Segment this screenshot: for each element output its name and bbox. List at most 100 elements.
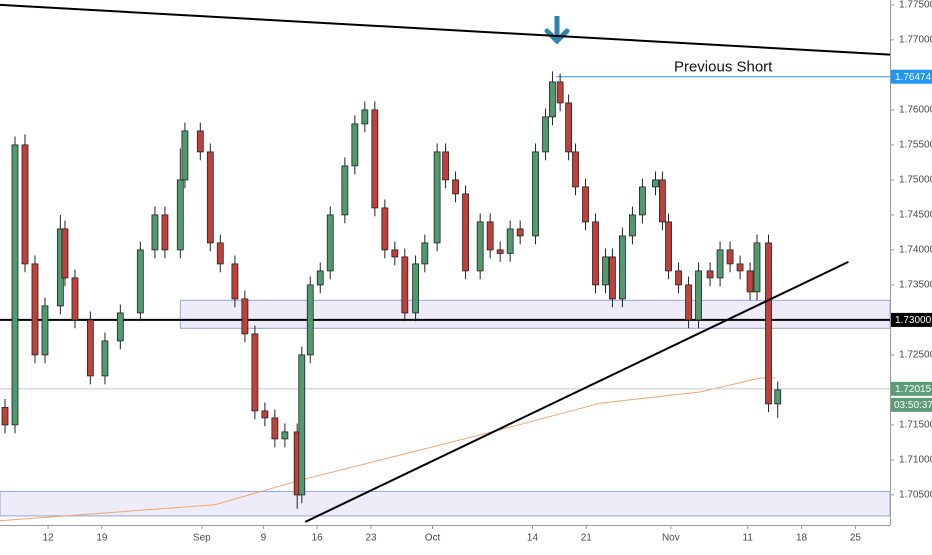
candle-body [412, 263, 419, 314]
candle [542, 108, 549, 161]
candle-body [462, 193, 469, 272]
x-tick-label: 14 [527, 533, 539, 544]
candle [736, 255, 744, 280]
candle-body [11, 144, 19, 426]
candle [746, 262, 754, 301]
candle-body [582, 186, 589, 223]
candle-body [592, 221, 599, 286]
candle-body [452, 179, 459, 195]
candle [151, 206, 159, 259]
candle-body [726, 249, 734, 265]
candle-body [442, 151, 449, 181]
candle-body [326, 214, 334, 272]
x-tick-label: Oct [425, 533, 441, 544]
y-tick-label: 1.75000 [899, 175, 932, 186]
arrow-icon [544, 16, 570, 45]
candle [341, 157, 349, 224]
y-tick-label: 1.76000 [899, 105, 932, 116]
candle-body [736, 263, 744, 272]
candle-body [659, 179, 666, 223]
candle [665, 213, 672, 280]
candle-body [251, 333, 259, 412]
candle [433, 143, 441, 252]
candle [41, 297, 49, 364]
candle-body [316, 270, 324, 286]
candle [101, 332, 109, 385]
candle [695, 262, 702, 329]
x-tick-label: 18 [796, 533, 808, 544]
y-tick-label: 1.77000 [899, 35, 932, 46]
candle-body [241, 298, 249, 335]
candle-body [116, 312, 124, 342]
countdown-box [891, 397, 932, 412]
candle-body [486, 221, 494, 251]
candle-body [421, 242, 429, 265]
y-tick-label: 1.70500 [899, 490, 932, 501]
countdown: 03:50:37 [894, 400, 932, 411]
moving-average [0, 377, 776, 522]
candle-body [381, 207, 389, 251]
candle-body [231, 263, 239, 300]
candle-body [506, 228, 514, 254]
candle [592, 213, 599, 294]
candle-body [665, 221, 672, 272]
candle-body [161, 214, 169, 251]
candle-body [496, 249, 504, 254]
candle-body [716, 249, 724, 279]
x-tick-label: 11 [743, 533, 754, 544]
candle-body [261, 410, 269, 419]
candle-body [371, 109, 379, 209]
candle-body [86, 319, 94, 377]
candle [71, 269, 79, 329]
x-tick-label: 23 [365, 533, 377, 544]
candle [11, 136, 19, 434]
candle-body [652, 179, 659, 188]
candle [326, 206, 334, 280]
candle [565, 94, 573, 161]
candle [181, 122, 189, 189]
candle [532, 143, 539, 245]
x-tick-label: 12 [42, 533, 54, 544]
candle-body [706, 270, 714, 279]
candle [61, 220, 69, 287]
candle [442, 143, 449, 189]
candle-body [71, 277, 79, 321]
candle-body [181, 130, 189, 181]
candle-body [774, 389, 782, 405]
candle [516, 220, 524, 245]
candle-body [516, 228, 524, 237]
candle-body [565, 102, 573, 153]
candle-body [216, 242, 224, 265]
candle-body [136, 249, 144, 314]
candle [619, 227, 626, 308]
candle [381, 199, 389, 259]
candle-body [61, 228, 69, 279]
candle [306, 276, 314, 364]
candle [216, 234, 224, 273]
candle-body [151, 214, 159, 251]
candle [1, 399, 9, 434]
candle [753, 234, 761, 301]
candle [765, 234, 772, 413]
candle-body [685, 284, 692, 321]
zone [179, 299, 891, 329]
candle [726, 241, 734, 273]
candle-body [753, 242, 761, 293]
candle-body [1, 406, 9, 426]
candle-body [542, 116, 549, 153]
candle [486, 213, 494, 259]
arrow-head [544, 28, 570, 45]
candle [556, 73, 564, 112]
x-tick-label: 19 [96, 533, 108, 544]
candle [412, 255, 419, 322]
x-tick-label: 25 [850, 533, 862, 544]
candle-body [609, 256, 616, 300]
trendline [304, 260, 849, 523]
candle [716, 241, 724, 287]
candle [582, 178, 589, 231]
candle [652, 171, 659, 196]
trendline [0, 3, 891, 56]
candle [685, 276, 692, 329]
